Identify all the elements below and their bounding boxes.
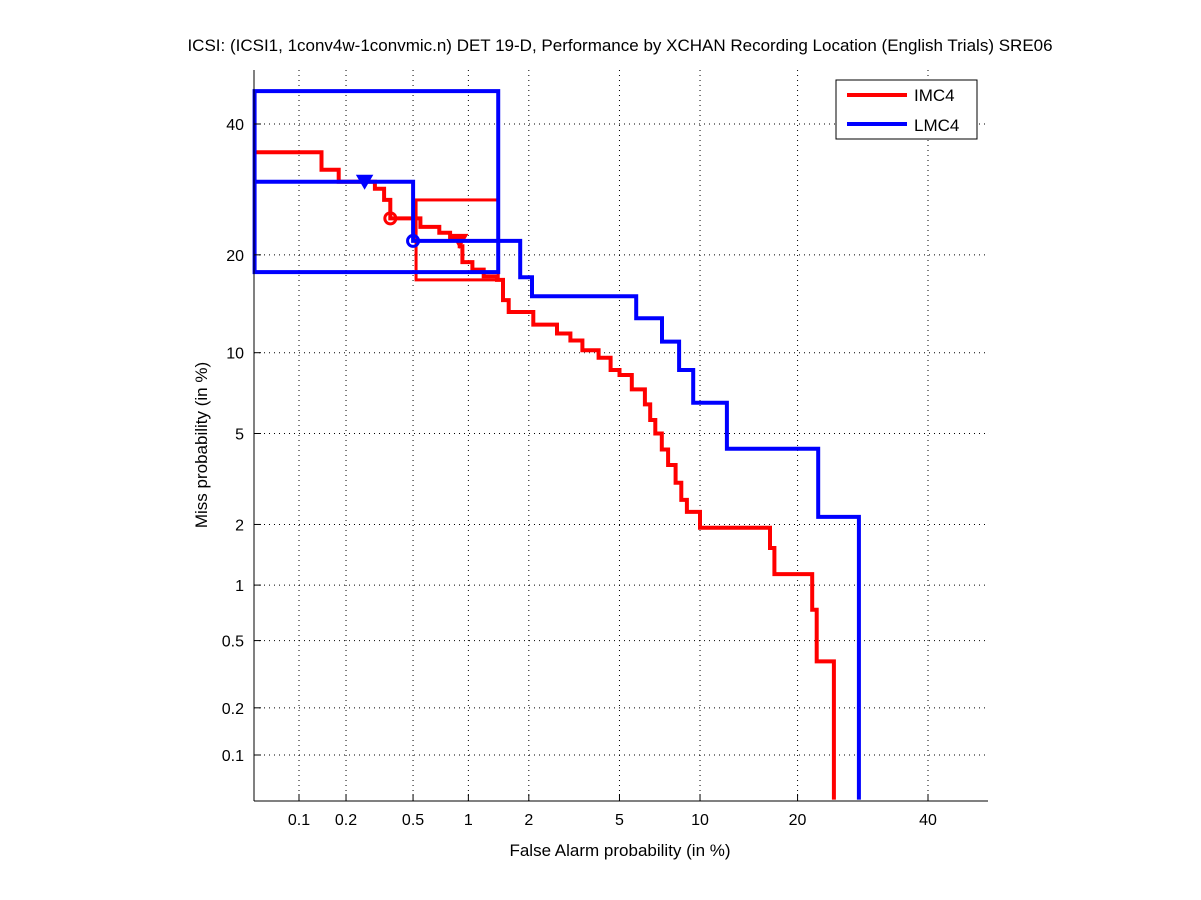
y-axis-title: Miss probability (in %) <box>192 362 211 528</box>
legend-label-imc4: IMC4 <box>914 86 955 105</box>
x-tick-label: 40 <box>919 812 937 829</box>
y-tick-label: 0.5 <box>222 634 244 651</box>
axes: 0.1 0.2 0.5 1 2 5 10 20 40 0.1 0.2 0.5 1 2 5 10 20 40 <box>222 70 988 829</box>
y-tick-label: 0.2 <box>222 701 244 718</box>
y-tick-label: 10 <box>226 346 244 363</box>
x-tick-label: 20 <box>789 812 807 829</box>
legend-label-lmc4: LMC4 <box>914 116 959 135</box>
chart-title: ICSI: (ICSI1, 1conv4w-1convmic.n) DET 19… <box>187 36 1052 55</box>
series-layer <box>252 89 861 800</box>
y-tick-label: 20 <box>226 248 244 265</box>
min-dcf-marker-lmc4 <box>406 233 421 248</box>
legend: IMC4 LMC4 <box>835 79 978 140</box>
det-curve-lmc4 <box>254 179 861 800</box>
x-tick-label: 5 <box>615 812 624 829</box>
grid <box>254 70 988 801</box>
min-dcf-marker-imc4 <box>383 211 398 226</box>
x-tick-label: 10 <box>691 812 709 829</box>
y-tick-label: 2 <box>235 517 244 534</box>
x-tick-label: 0.5 <box>402 812 424 829</box>
y-tick-label: 0.1 <box>222 748 244 765</box>
x-axis-title: False Alarm probability (in %) <box>509 841 730 860</box>
y-tick-label: 40 <box>226 117 244 134</box>
confidence-box-lmc4 <box>252 89 501 275</box>
legend-box <box>835 79 978 140</box>
x-tick-label: 0.1 <box>288 812 310 829</box>
x-tick-label: 0.2 <box>335 812 357 829</box>
x-tick-label: 1 <box>464 812 473 829</box>
series-imc4 <box>254 150 836 800</box>
x-tick-label: 2 <box>524 812 533 829</box>
det-curve-imc4 <box>254 150 836 800</box>
actual-dcf-marker-lmc4 <box>355 174 374 190</box>
y-tick-label: 1 <box>235 578 244 595</box>
y-tick-label: 5 <box>235 427 244 444</box>
series-lmc4 <box>252 89 861 800</box>
